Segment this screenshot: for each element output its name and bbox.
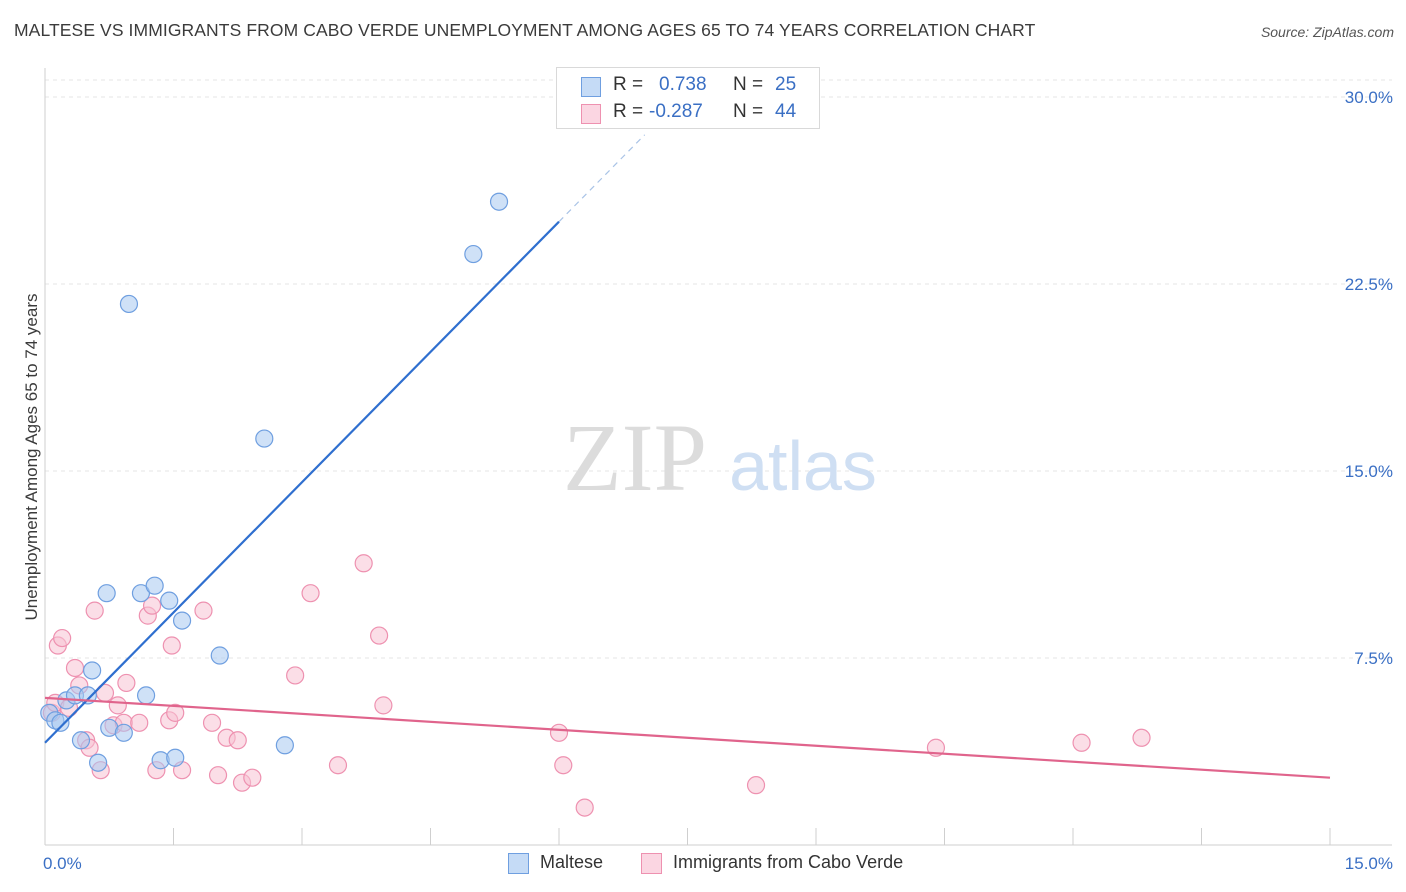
legend-label-maltese: Maltese xyxy=(540,852,604,872)
cabo-verde-point xyxy=(549,723,569,742)
cabo-verde-point xyxy=(65,658,85,678)
maltese-point xyxy=(210,646,229,665)
axis-layer: 7.5% 15.0% 22.5% 30.0% 0.0% 15.0% xyxy=(43,68,1393,873)
cabo-verde-point xyxy=(162,636,181,655)
cabo-verde-point xyxy=(370,626,389,645)
maltese-point xyxy=(51,713,70,732)
x-tick-label-min: 0.0% xyxy=(43,854,82,873)
stats-swatch-cabo-verde xyxy=(581,104,601,124)
n-value-maltese: 25 xyxy=(775,74,797,95)
maltese-point xyxy=(71,731,91,750)
cabo-verde-point xyxy=(142,596,162,615)
maltese-point xyxy=(83,661,102,680)
trend-layer xyxy=(44,134,1331,779)
cabo-verde-point xyxy=(53,628,72,648)
source-label: Source: ZipAtlas.com xyxy=(1260,24,1394,40)
cabo-verde-point xyxy=(575,798,594,817)
points-layer xyxy=(40,192,1151,817)
cabo-verde-point xyxy=(202,713,222,732)
maltese-point xyxy=(160,591,179,610)
cabo-verde-point xyxy=(228,731,247,750)
maltese-point xyxy=(119,294,139,314)
maltese-point xyxy=(489,192,509,211)
maltese-point xyxy=(131,584,151,603)
cabo-verde-point xyxy=(374,696,393,715)
cabo-verde-point xyxy=(328,756,348,775)
cabo-verde-point xyxy=(746,776,766,795)
cabo-verde-point xyxy=(85,601,104,620)
y-tick-label: 7.5% xyxy=(1354,649,1393,668)
cabo-verde-trend-line xyxy=(44,696,1331,779)
cabo-verde-point xyxy=(194,601,213,620)
cabo-verde-point xyxy=(243,768,262,787)
y-tick-label: 22.5% xyxy=(1345,275,1393,294)
n-value-cabo-verde: 44 xyxy=(775,101,797,122)
cabo-verde-point xyxy=(301,584,320,603)
n-label: N = xyxy=(733,74,764,95)
maltese-point xyxy=(97,584,116,603)
cabo-verde-point xyxy=(108,696,127,715)
x-tick-label-max: 15.0% xyxy=(1345,854,1393,873)
watermark-atlas: atlas xyxy=(729,427,877,505)
maltese-point xyxy=(89,753,108,772)
watermark-zip: ZIP xyxy=(563,404,707,511)
grid-layer xyxy=(45,79,1392,659)
n-label: N = xyxy=(733,101,764,122)
cabo-verde-point xyxy=(554,756,573,775)
legend-swatch-maltese xyxy=(508,853,529,874)
cabo-verde-point xyxy=(166,703,185,722)
maltese-point xyxy=(166,748,185,767)
stats-box: R = 0.738 N = 25 R = -0.287 N = 44 xyxy=(556,67,820,129)
cabo-verde-point xyxy=(286,666,305,685)
chart-title: MALTESE VS IMMIGRANTS FROM CABO VERDE UN… xyxy=(14,20,1036,40)
maltese-point xyxy=(114,723,133,742)
maltese-trend-line xyxy=(44,220,560,744)
maltese-point xyxy=(275,736,294,755)
cabo-verde-point xyxy=(117,673,136,693)
maltese-point xyxy=(464,244,483,264)
maltese-point xyxy=(255,429,274,448)
maltese-point xyxy=(136,686,156,705)
r-value-maltese: 0.738 xyxy=(659,74,707,95)
r-label: R = xyxy=(613,74,644,95)
y-tick-label: 15.0% xyxy=(1345,462,1393,481)
maltese-point xyxy=(145,576,164,595)
cabo-verde-point xyxy=(1072,733,1091,752)
cabo-verde-point xyxy=(354,554,373,573)
r-label: R = xyxy=(613,101,644,122)
legend-label-cabo-verde: Immigrants from Cabo Verde xyxy=(673,852,904,872)
y-axis-label: Unemployment Among Ages 65 to 74 years xyxy=(22,294,41,621)
legend-swatch-cabo-verde xyxy=(641,853,662,874)
maltese-trend-line-extension xyxy=(558,134,646,223)
watermark: ZIP atlas xyxy=(563,404,877,511)
y-tick-label: 30.0% xyxy=(1345,88,1393,107)
maltese-point xyxy=(172,611,192,630)
stats-swatch-maltese xyxy=(581,77,601,97)
cabo-verde-point xyxy=(130,713,149,732)
cabo-verde-point xyxy=(208,766,228,785)
r-value-cabo-verde: -0.287 xyxy=(649,101,703,122)
cabo-verde-point xyxy=(1132,728,1151,747)
